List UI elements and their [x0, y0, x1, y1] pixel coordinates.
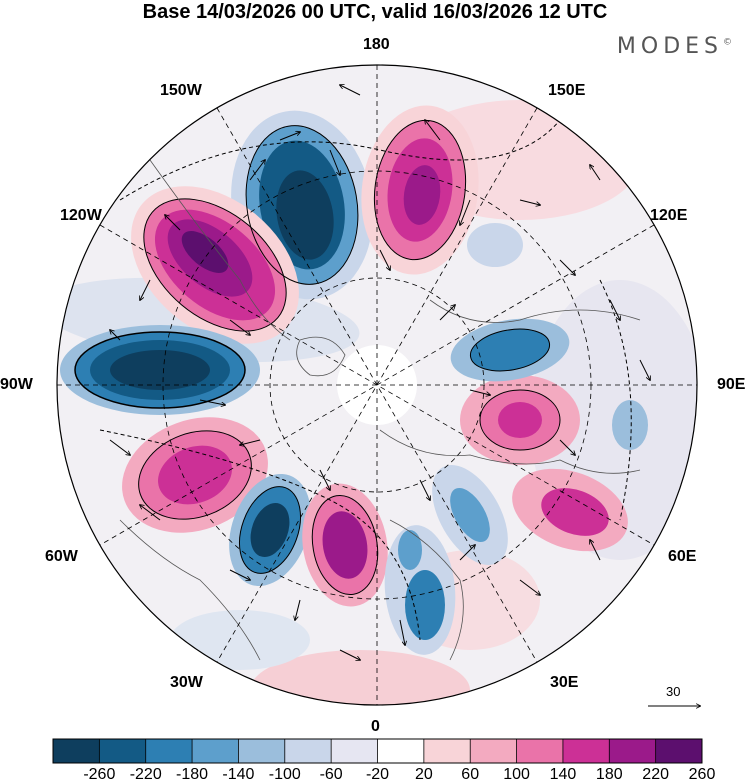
colorbar-tick-label: 60 [461, 766, 480, 783]
map-title: Base 14/03/2026 00 UTC, valid 16/03/2026… [142, 1, 608, 23]
colorbar-tick-label: -60 [319, 766, 343, 783]
map-disc [57, 65, 697, 705]
colorbar-swatch [53, 739, 100, 763]
colorbar-tick-label: -20 [365, 766, 390, 783]
colorbar-ticks: -260 -220 -180 -140 -100 -60 -20 20 60 100 140 180 2… [0, 766, 750, 784]
colorbar-swatch [655, 739, 703, 763]
graticule [57, 65, 697, 705]
colorbar-tick-label: -220 [129, 766, 162, 783]
reference-vector-label: 30 [666, 684, 681, 699]
colorbar-tick-label: -140 [222, 766, 255, 783]
colorbar [52, 738, 703, 764]
colorbar-swatch [331, 739, 378, 763]
colorbar-tick-label: 180 [595, 766, 623, 783]
logo-mark: © [723, 37, 732, 48]
anomaly-field [57, 100, 697, 705]
colorbar-swatch [145, 739, 193, 763]
lon-label-0: 0 [371, 718, 380, 735]
modes-logo: MODES© [617, 34, 732, 59]
lon-label-60e: 60E [668, 548, 697, 565]
colorbar-tick-label: 220 [642, 766, 669, 783]
wind-vectors [110, 85, 650, 660]
colorbar-swatch [284, 739, 332, 763]
colorbar-swatch [562, 739, 610, 763]
colorbar-swatch [516, 739, 564, 763]
lon-label-60w: 60W [45, 548, 78, 565]
colorbar-tick-label: -100 [268, 766, 301, 783]
colorbar-tick-label: 260 [688, 766, 716, 783]
colorbar-swatch [238, 739, 286, 763]
colorbar-swatch [192, 739, 239, 763]
colorbar-swatch [377, 739, 425, 763]
lon-label-90w: 90W [0, 376, 33, 393]
colorbar-tick-label: -260 [83, 766, 116, 783]
lon-label-120w: 120W [60, 207, 102, 224]
colorbar-tick-label: 140 [549, 766, 577, 783]
lon-label-120e: 120E [650, 207, 688, 224]
lon-label-180: 180 [363, 36, 390, 53]
lon-label-150w: 150W [160, 82, 202, 99]
colorbar-tick-label: 100 [503, 766, 530, 783]
colorbar-tick-label: 20 [414, 766, 433, 783]
logo-text: MODES [616, 34, 723, 59]
colorbar-swatch [423, 739, 471, 763]
lon-label-30e: 30E [550, 674, 579, 691]
colorbar-swatch [99, 739, 147, 763]
colorbar-tick-label: -180 [176, 766, 209, 783]
map-border [56, 64, 698, 706]
lon-label-30w: 30W [170, 674, 203, 691]
lon-label-90e: 90E [717, 376, 746, 393]
colorbar-swatch [470, 739, 518, 763]
lon-label-150e: 150E [548, 82, 586, 99]
contour-lines [74, 119, 632, 641]
colorbar-swatch [609, 739, 657, 763]
